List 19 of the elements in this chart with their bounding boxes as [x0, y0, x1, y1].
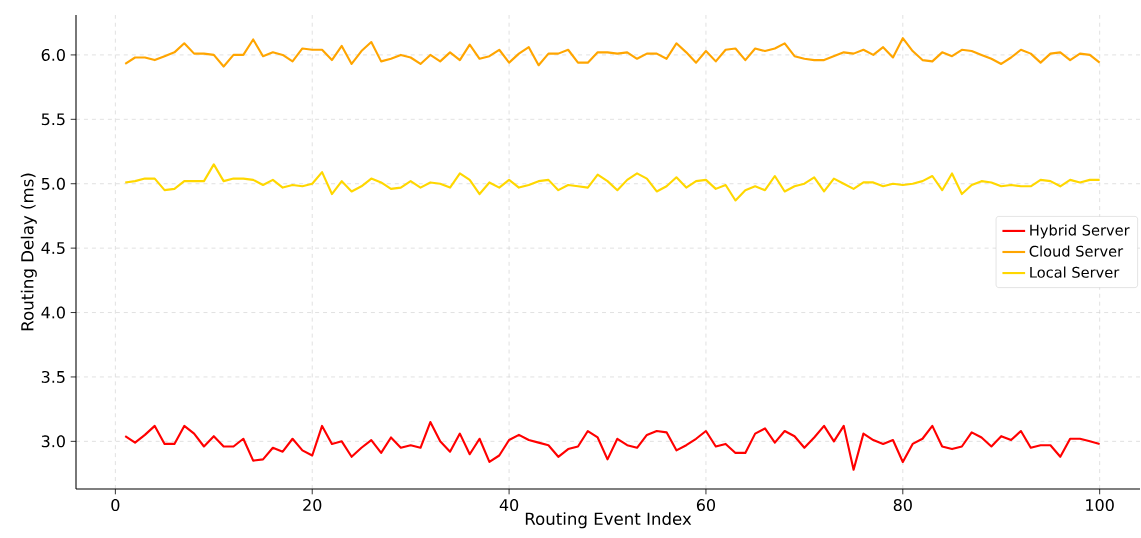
y-tick-label: 5.0: [41, 177, 65, 190]
y-tick-label: 6.0: [41, 48, 65, 61]
y-tick-label: 4.0: [41, 306, 65, 319]
y-tick-label: 4.5: [41, 242, 65, 255]
legend-label: Cloud Server: [1029, 245, 1124, 257]
x-tick-label: 80: [893, 499, 912, 512]
y-tick-label: 3.0: [41, 435, 65, 448]
legend-label: Local Server: [1030, 266, 1120, 278]
legend-label: Hybrid Server: [1030, 224, 1130, 239]
y-tick-label: 3.5: [41, 370, 65, 383]
x-tick-label: 0: [111, 499, 120, 512]
x-tick-label: 60: [696, 499, 716, 512]
x-tick-label: 40: [499, 499, 519, 512]
line-series: [124, 420, 1101, 471]
y-axis-title: Routing Delay (ms): [20, 173, 37, 331]
x-tick-label: 20: [303, 499, 322, 512]
x-tick-label: 100: [1086, 499, 1114, 512]
x-axis-title: Routing Event Index: [525, 512, 692, 529]
y-tick-label: 5.5: [41, 113, 65, 126]
